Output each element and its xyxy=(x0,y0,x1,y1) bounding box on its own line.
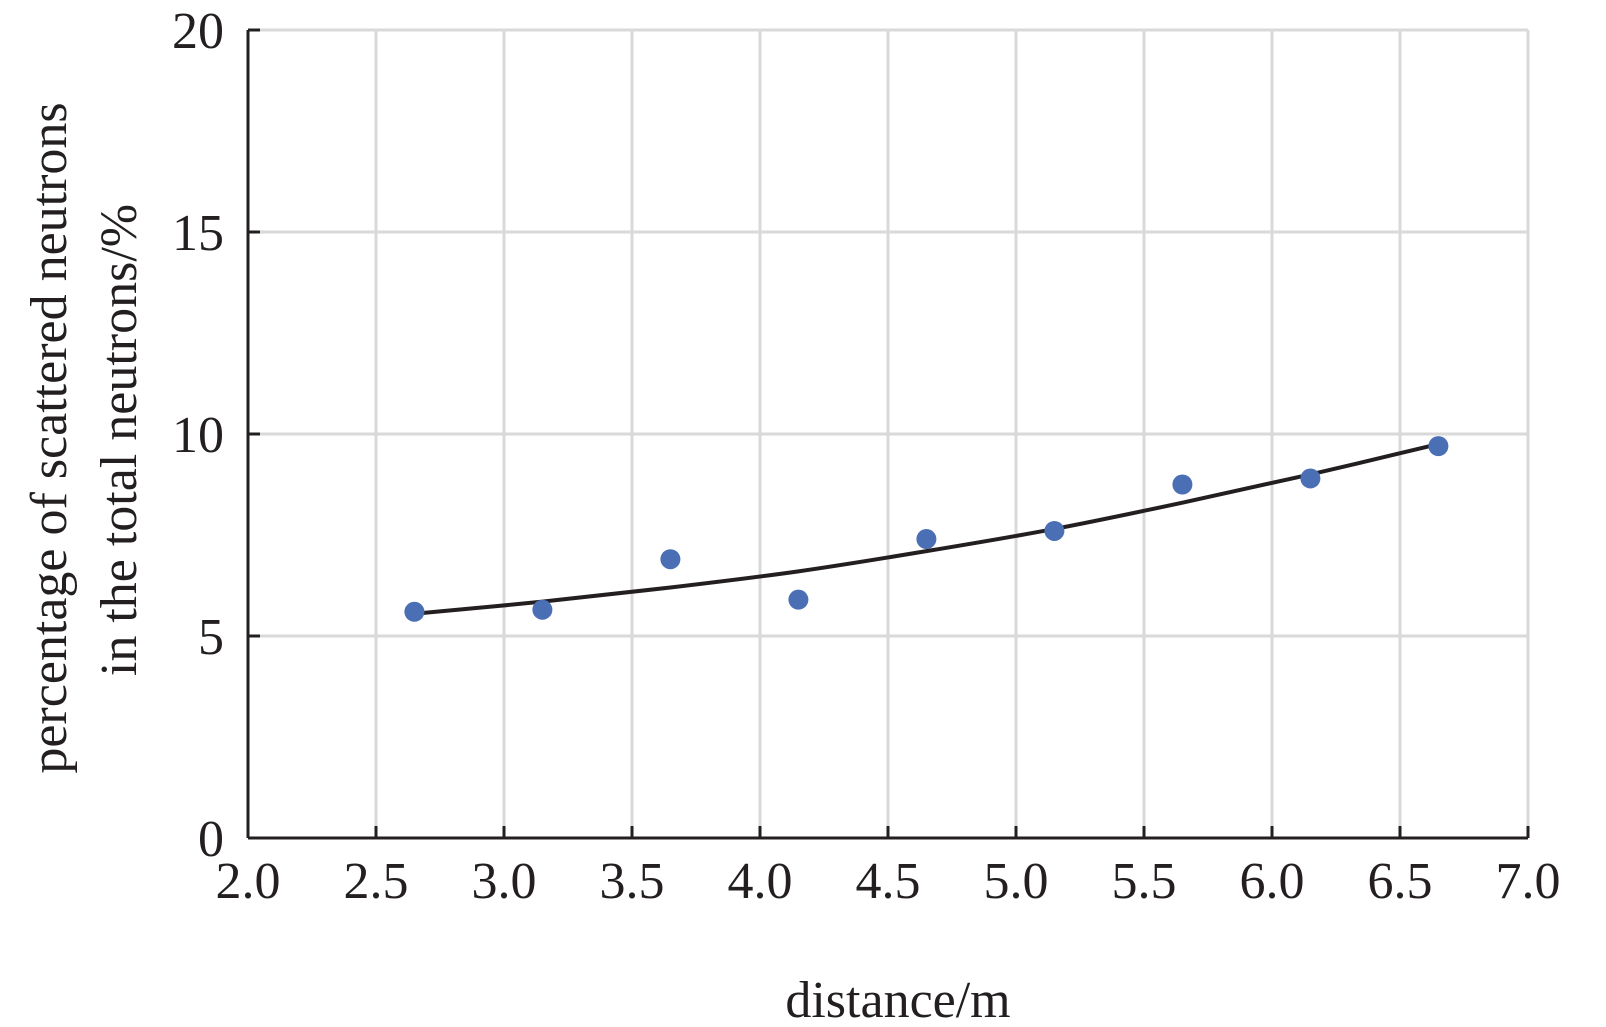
y-axis-label-line-1: percentage of scattered neutrons xyxy=(21,102,78,773)
x-tick-label: 2.0 xyxy=(216,853,281,910)
data-point xyxy=(1428,436,1449,457)
data-points xyxy=(404,436,1449,622)
y-tick-label: 5 xyxy=(198,609,224,666)
y-tick-labels: 0 5 10 15 20 xyxy=(172,3,224,868)
y-tick-label: 10 xyxy=(172,407,224,464)
data-point xyxy=(404,601,425,622)
x-tick-label: 7.0 xyxy=(1496,853,1561,910)
x-tick-label: 3.5 xyxy=(600,853,665,910)
y-tick-label: 0 xyxy=(198,811,224,868)
axes xyxy=(246,28,1530,840)
x-tick-label: 4.5 xyxy=(856,853,921,910)
y-tick-label: 20 xyxy=(172,3,224,60)
fit-curve xyxy=(414,442,1439,616)
data-point xyxy=(1300,468,1321,489)
y-tick-label: 15 xyxy=(172,205,224,262)
data-point xyxy=(1044,520,1065,541)
x-tick-label: 6.0 xyxy=(1240,853,1305,910)
y-axis-label-line-2: in the total neutrons/% xyxy=(91,204,148,676)
x-tick-label: 2.5 xyxy=(344,853,409,910)
x-tick-label: 4.0 xyxy=(728,853,793,910)
fit-curve-layer xyxy=(414,442,1439,616)
x-tick-label: 5.0 xyxy=(984,853,1049,910)
grid xyxy=(248,28,1530,838)
x-tick-label: 6.5 xyxy=(1368,853,1433,910)
data-point xyxy=(1172,474,1193,495)
x-tick-label: 3.0 xyxy=(472,853,537,910)
data-point xyxy=(532,599,553,620)
data-point xyxy=(916,529,937,550)
x-tick-label: 5.5 xyxy=(1112,853,1177,910)
data-point xyxy=(660,549,681,570)
x-tick-labels: 2.0 2.5 3.0 3.5 4.0 4.5 5.0 5.5 6.0 6.5 7.0 xyxy=(216,853,1561,910)
data-point xyxy=(788,589,809,610)
x-axis-label: distance/m xyxy=(785,972,1010,1027)
